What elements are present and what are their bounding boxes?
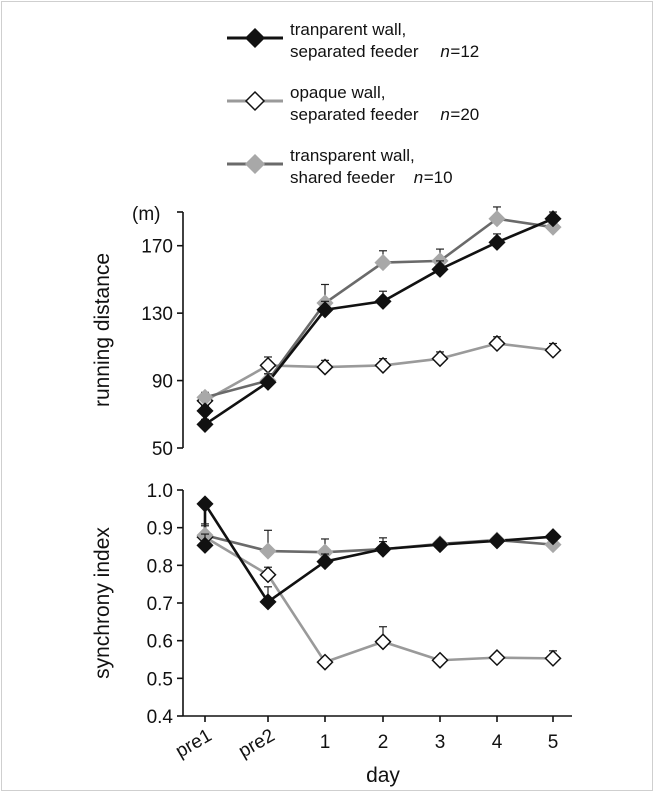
legend-label-line2: separated feeder	[290, 105, 419, 124]
legend-marker	[244, 90, 266, 112]
series-1-point	[316, 301, 334, 319]
legend-marker	[244, 153, 266, 175]
series-3-point	[488, 210, 506, 228]
series-3-point	[374, 254, 392, 272]
legend-marker	[244, 27, 266, 49]
series-2-line	[204, 342, 554, 402]
y-tick-label: 0.9	[147, 519, 173, 540]
legend-label-line1: tranparent wall,	[290, 20, 406, 39]
series-1-point	[316, 553, 334, 571]
y-tick-label: 0.7	[147, 594, 173, 615]
series-2-point	[488, 334, 506, 353]
synchrony-index-panel: 0.4 0.5 0.6 0.7 0.8 0.9 1.0 synchrony index	[91, 481, 562, 728]
legend-label-line1: transparent wall,	[290, 146, 415, 165]
series-1-line	[203, 217, 554, 426]
running-distance-panel: 50 90 130 170 (m) running distance	[91, 204, 562, 460]
series-1-point	[374, 540, 392, 558]
legend-label-line1: opaque wall,	[290, 83, 385, 102]
y-axis-title: synchrony index	[91, 527, 114, 679]
series-1-point	[259, 373, 277, 391]
series-2-point	[316, 653, 334, 671]
y-tick-label: 0.6	[147, 632, 173, 653]
series-3-point	[259, 542, 277, 560]
legend-entry-3: transparent wall, shared feeder n =10	[227, 146, 453, 187]
x-tick-label: 3	[435, 732, 446, 753]
series-2-point	[316, 358, 334, 376]
y-tick-label: 0.5	[147, 669, 173, 690]
x-tick-label: 1	[320, 732, 331, 753]
y-axis-title: running distance	[91, 253, 114, 407]
legend-label-line2: separated feeder	[290, 42, 419, 61]
y-tick-label: 170	[141, 237, 173, 258]
legend-entry-1: tranparent wall, separated feeder n =12	[227, 20, 479, 61]
legend-n-label: n	[440, 105, 449, 124]
series-2-point	[431, 350, 449, 368]
x-axis-title: day	[366, 764, 400, 787]
series-1-point	[196, 495, 214, 513]
series-1-point	[544, 210, 562, 228]
series-2-point	[544, 341, 562, 359]
series-1-point	[544, 528, 562, 546]
legend-n-value: =10	[424, 168, 453, 187]
x-tick-label: 4	[492, 732, 503, 753]
series-1-line	[203, 502, 554, 604]
series-2-point	[259, 566, 277, 584]
series-1-point	[431, 536, 449, 554]
series-1-point	[259, 593, 277, 611]
series-2-point	[544, 649, 562, 667]
series-2-point	[374, 356, 392, 374]
series-1-point	[488, 532, 506, 550]
y-tick-label: 50	[152, 439, 173, 460]
x-tick-label: 5	[548, 732, 559, 753]
series-2-point	[488, 649, 506, 667]
series-2-point	[374, 633, 392, 651]
legend-n-value: =12	[450, 42, 479, 61]
legend-n-value: =20	[450, 105, 479, 124]
series-1-point	[431, 260, 449, 278]
series-1-point	[196, 536, 214, 554]
x-axis: pre1 pre2 1 2 3 4 5 day	[172, 715, 572, 787]
y-unit-label: (m)	[132, 204, 160, 225]
y-tick-label: 0.4	[147, 707, 174, 728]
series-1-point	[374, 292, 392, 310]
legend-label-line2: shared feeder	[290, 168, 395, 187]
y-tick-label: 90	[152, 372, 173, 393]
y-tick-label: 1.0	[147, 481, 173, 502]
y-tick-label: 0.8	[147, 556, 173, 577]
x-tick-label: 2	[378, 732, 389, 753]
series-2-point	[259, 356, 277, 374]
series-1-point	[196, 415, 214, 433]
x-tick-label: pre1	[172, 725, 215, 762]
series-2-point	[431, 651, 449, 669]
series-1-point	[488, 233, 506, 251]
y-tick-label: 130	[141, 304, 173, 325]
legend-n-label: n	[440, 42, 449, 61]
legend-entry-2: opaque wall, separated feeder n =20	[227, 83, 479, 124]
legend: tranparent wall,separated feeder n =12opaq…	[227, 20, 479, 187]
x-tick-label: pre2	[235, 725, 278, 762]
legend-n-label: n	[414, 168, 423, 187]
